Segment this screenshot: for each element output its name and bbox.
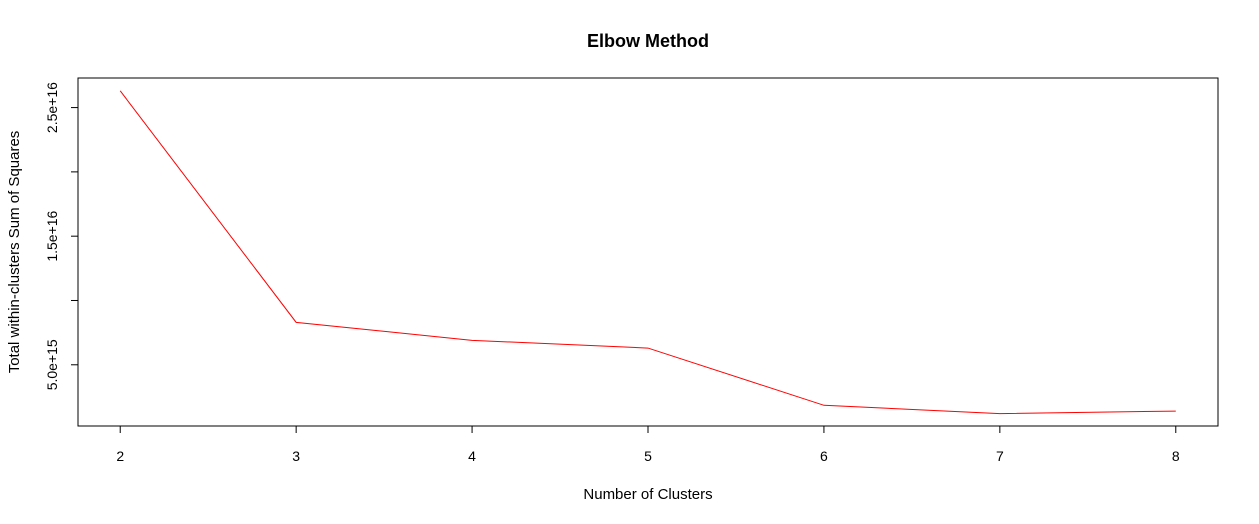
- y-axis-label: Total within-clusters Sum of Squares: [6, 131, 23, 374]
- x-tick-label: 4: [468, 448, 476, 464]
- x-tick-label: 2: [116, 448, 124, 464]
- x-tick-label: 8: [1172, 448, 1180, 464]
- x-tick-label: 3: [292, 448, 300, 464]
- y-tick-label: 1.5e+16: [44, 210, 60, 261]
- x-tick-label: 6: [820, 448, 828, 464]
- y-tick-label: 5.0e+15: [44, 339, 60, 390]
- x-axis-label: Number of Clusters: [583, 486, 712, 503]
- series-line: [119, 90, 1176, 415]
- plot-area: [77, 77, 1219, 427]
- x-tick-label: 7: [996, 448, 1004, 464]
- chart-title: Elbow Method: [587, 31, 709, 51]
- x-tick-label: 5: [644, 448, 652, 464]
- y-axis: 5.0e+15 1.5e+16 2.5e+16: [44, 82, 79, 390]
- x-axis: 2 3 4 5 6 7 8: [116, 425, 1180, 464]
- y-tick-label: 2.5e+16: [44, 82, 60, 133]
